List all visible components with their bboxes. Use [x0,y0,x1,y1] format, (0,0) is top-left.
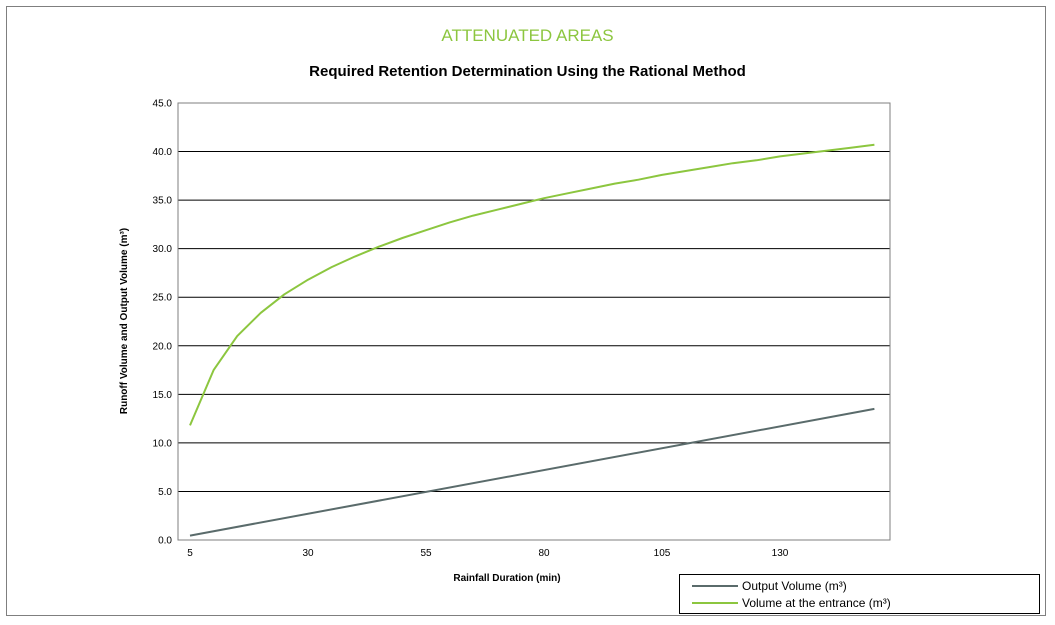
chart-title: Required Retention Determination Using t… [309,63,746,80]
y-tick-labels: 0.0 5.0 10.0 15.0 20.0 25.0 30.0 35.0 40.0 45.0 [153,99,173,547]
x-tick-label: 105 [654,548,671,559]
legend-item-volume-entrance: Volume at the entrance (m³) [692,595,891,611]
series-line-output-volume [189,407,875,537]
x-tick-labels: 5 30 55 80 105 130 [187,548,789,559]
y-axis-title: Runoff Volume and Output Volume (m³) [119,228,130,414]
series-line-volume-entrance [189,143,875,426]
x-tick-label: 5 [187,548,193,559]
plot-area [177,102,891,541]
y-tick-label: 20.0 [153,341,173,352]
legend-swatch-output-volume [692,585,738,587]
y-tick-label: 30.0 [153,244,173,255]
gridlines [178,151,890,492]
chart-legend: Output Volume (m³) Volume at the entranc… [679,574,1040,614]
y-tick-label: 15.0 [153,390,173,401]
x-axis-title: Rainfall Duration (min) [453,573,560,584]
y-tick-label: 35.0 [153,196,173,207]
legend-label-volume-entrance: Volume at the entrance (m³) [742,596,891,610]
y-tick-label: 10.0 [153,438,173,449]
legend-label-output-volume: Output Volume (m³) [742,579,847,593]
y-tick-label: 25.0 [153,293,173,304]
y-tick-label: 45.0 [153,99,173,110]
x-tick-label: 30 [302,548,314,559]
y-tick-label: 0.0 [158,536,172,547]
x-tick-label: 80 [538,548,550,559]
x-tick-label: 130 [772,548,789,559]
series-lines [189,143,875,537]
y-tick-label: 40.0 [153,147,173,158]
x-tick-label: 55 [420,548,432,559]
chart-frame [6,6,1046,616]
legend-item-output-volume: Output Volume (m³) [692,578,847,594]
legend-swatch-volume-entrance [692,602,738,604]
y-tick-label: 5.0 [158,487,172,498]
chart-supertitle: ATTENUATED AREAS [441,26,614,45]
